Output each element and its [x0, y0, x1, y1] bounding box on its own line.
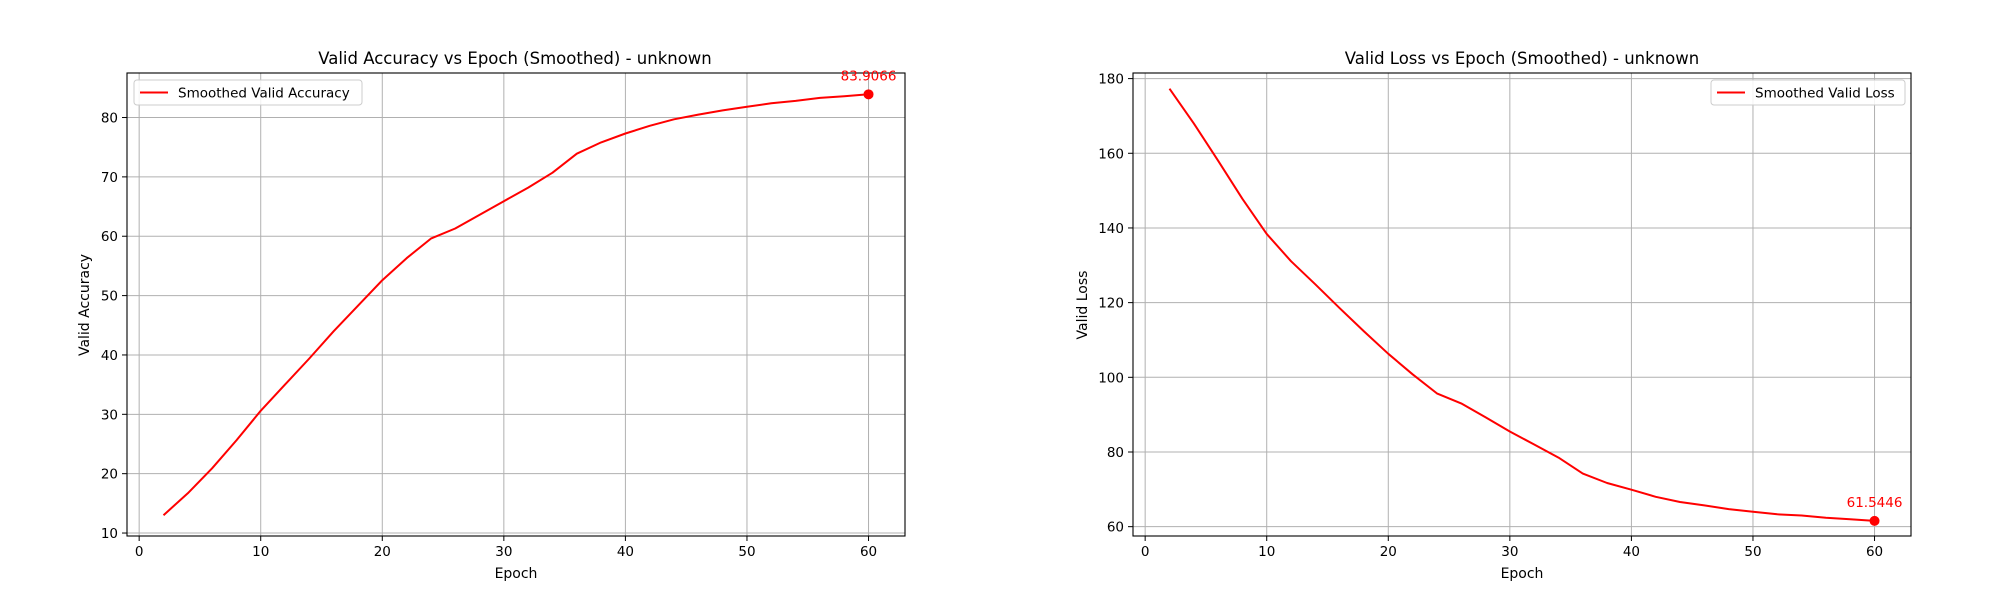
accuracy-plot-frame [126, 72, 906, 537]
accuracy-legend-box [133, 79, 363, 106]
loss-y-ticks: 60 80 100 120 140 160 180 [1098, 72, 1133, 536]
accuracy-legend-label: Smoothed Valid Accuracy [178, 86, 350, 102]
loss-x-tick-label: 10 [1258, 544, 1275, 560]
accuracy-x-tick-label: 30 [495, 544, 512, 560]
loss-y-tick-label: 100 [1098, 370, 1124, 386]
loss-x-ticks: 0 10 20 30 40 50 60 [1141, 536, 1883, 560]
accuracy-y-tick-label: 20 [101, 467, 118, 483]
loss-grid [1133, 73, 1911, 536]
accuracy-legend: Smoothed Valid Accuracy [133, 79, 363, 106]
loss-y-axis-label: Valid Loss [1075, 271, 1091, 340]
accuracy-y-tick-label: 10 [101, 526, 118, 542]
accuracy-x-tick-label: 20 [374, 544, 391, 560]
accuracy-x-tick-label: 50 [738, 544, 755, 560]
loss-final-value-label: 61.5446 [1847, 495, 1903, 511]
loss-legend-box [1710, 79, 1906, 106]
loss-y-tick-label: 160 [1098, 146, 1124, 162]
loss-plot-frame [1132, 72, 1912, 537]
accuracy-chart-title: Valid Accuracy vs Epoch (Smoothed) - unk… [318, 49, 712, 68]
accuracy-x-tick-label: 40 [617, 544, 634, 560]
loss-x-tick-label: 0 [1141, 544, 1150, 560]
accuracy-series [162, 93, 869, 516]
accuracy-y-tick-label: 60 [101, 229, 118, 245]
accuracy-x-ticks: 0 10 20 30 40 50 60 [135, 536, 877, 560]
accuracy-y-tick-label: 30 [101, 407, 118, 423]
loss-y-tick-label: 80 [1107, 445, 1124, 461]
loss-x-axis-label: Epoch [1501, 566, 1544, 582]
loss-y-tick-label: 60 [1107, 520, 1124, 536]
loss-x-tick-label: 30 [1501, 544, 1518, 560]
loss-final-marker: 61.5446 [1847, 495, 1903, 526]
accuracy-y-axis-label: Valid Accuracy [77, 254, 93, 356]
loss-legend: Smoothed Valid Loss [1710, 79, 1906, 106]
accuracy-x-tick-label: 0 [135, 544, 144, 560]
accuracy-x-axis-label: Epoch [495, 566, 538, 582]
loss-legend-label: Smoothed Valid Loss [1755, 86, 1895, 102]
accuracy-y-tick-label: 80 [101, 111, 118, 127]
accuracy-final-marker: 83.9066 [841, 68, 897, 100]
accuracy-final-point [863, 89, 874, 100]
accuracy-x-tick-label: 10 [252, 544, 269, 560]
loss-final-point [1869, 515, 1880, 526]
loss-y-tick-label: 120 [1098, 296, 1124, 312]
loss-y-tick-label: 180 [1098, 72, 1124, 88]
loss-x-tick-label: 50 [1744, 544, 1761, 560]
accuracy-x-tick-label: 60 [860, 544, 877, 560]
accuracy-y-ticks: 10 20 30 40 50 60 70 80 [101, 111, 127, 542]
accuracy-series-line [162, 93, 869, 516]
loss-chart-title: Valid Loss vs Epoch (Smoothed) - unknown [1345, 49, 1699, 68]
loss-x-tick-label: 20 [1380, 544, 1397, 560]
accuracy-y-tick-label: 40 [101, 348, 118, 364]
accuracy-chart: Valid Accuracy vs Epoch (Smoothed) - unk… [77, 49, 906, 582]
loss-chart: Valid Loss vs Epoch (Smoothed) - unknown… [1075, 49, 1912, 582]
loss-series [1168, 88, 1875, 522]
loss-series-line [1168, 88, 1875, 522]
accuracy-y-tick-label: 70 [101, 170, 118, 186]
loss-x-tick-label: 40 [1623, 544, 1640, 560]
accuracy-final-value-label: 83.9066 [841, 68, 897, 84]
accuracy-y-tick-label: 50 [101, 289, 118, 305]
loss-y-tick-label: 140 [1098, 221, 1124, 237]
loss-x-tick-label: 60 [1866, 544, 1883, 560]
